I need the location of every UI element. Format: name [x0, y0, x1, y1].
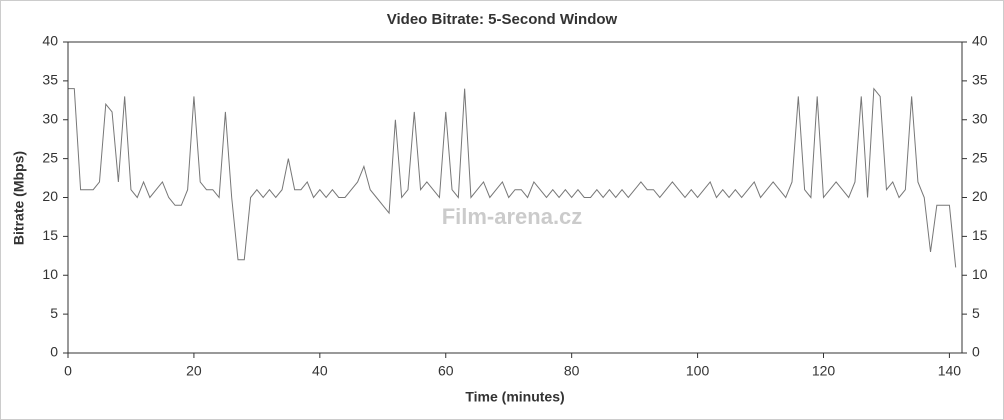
y2-tick-label: 30: [972, 110, 988, 126]
y2-tick-label: 25: [972, 149, 988, 165]
y-tick-label: 25: [42, 149, 58, 165]
y2-tick-label: 5: [972, 305, 980, 321]
plot-border: [67, 41, 963, 354]
x-tick-label: 80: [564, 363, 580, 379]
y2-tick-label: 35: [972, 72, 988, 88]
x-tick-label: 140: [938, 363, 962, 379]
y-tick-label: 5: [50, 305, 58, 321]
chart-title: Video Bitrate: 5-Second Window: [387, 11, 618, 28]
y2-tick-label: 15: [972, 227, 988, 243]
x-tick-label: 100: [686, 363, 710, 379]
y-tick-label: 35: [42, 72, 58, 88]
y-tick-label: 15: [42, 227, 58, 243]
y-tick-label: 10: [42, 266, 58, 282]
x-tick-label: 60: [438, 363, 454, 379]
y2-tick-label: 40: [972, 33, 988, 49]
watermark: Film-arena.cz: [442, 204, 583, 229]
y-tick-label: 30: [42, 110, 58, 126]
y-axis-label: Bitrate (Mbps): [11, 151, 27, 245]
x-tick-label: 20: [186, 363, 202, 379]
x-tick-label: 40: [312, 363, 328, 379]
x-axis-label: Time (minutes): [465, 389, 564, 405]
y2-tick-label: 20: [972, 188, 988, 204]
x-tick-label: 0: [64, 363, 72, 379]
y-tick-label: 0: [50, 344, 58, 360]
bitrate-line: [68, 87, 957, 268]
y-tick-label: 20: [42, 188, 58, 204]
y2-tick-label: 10: [972, 266, 988, 282]
y-tick-label: 40: [42, 33, 58, 49]
x-tick-label: 120: [812, 363, 836, 379]
y2-tick-label: 0: [972, 344, 980, 360]
